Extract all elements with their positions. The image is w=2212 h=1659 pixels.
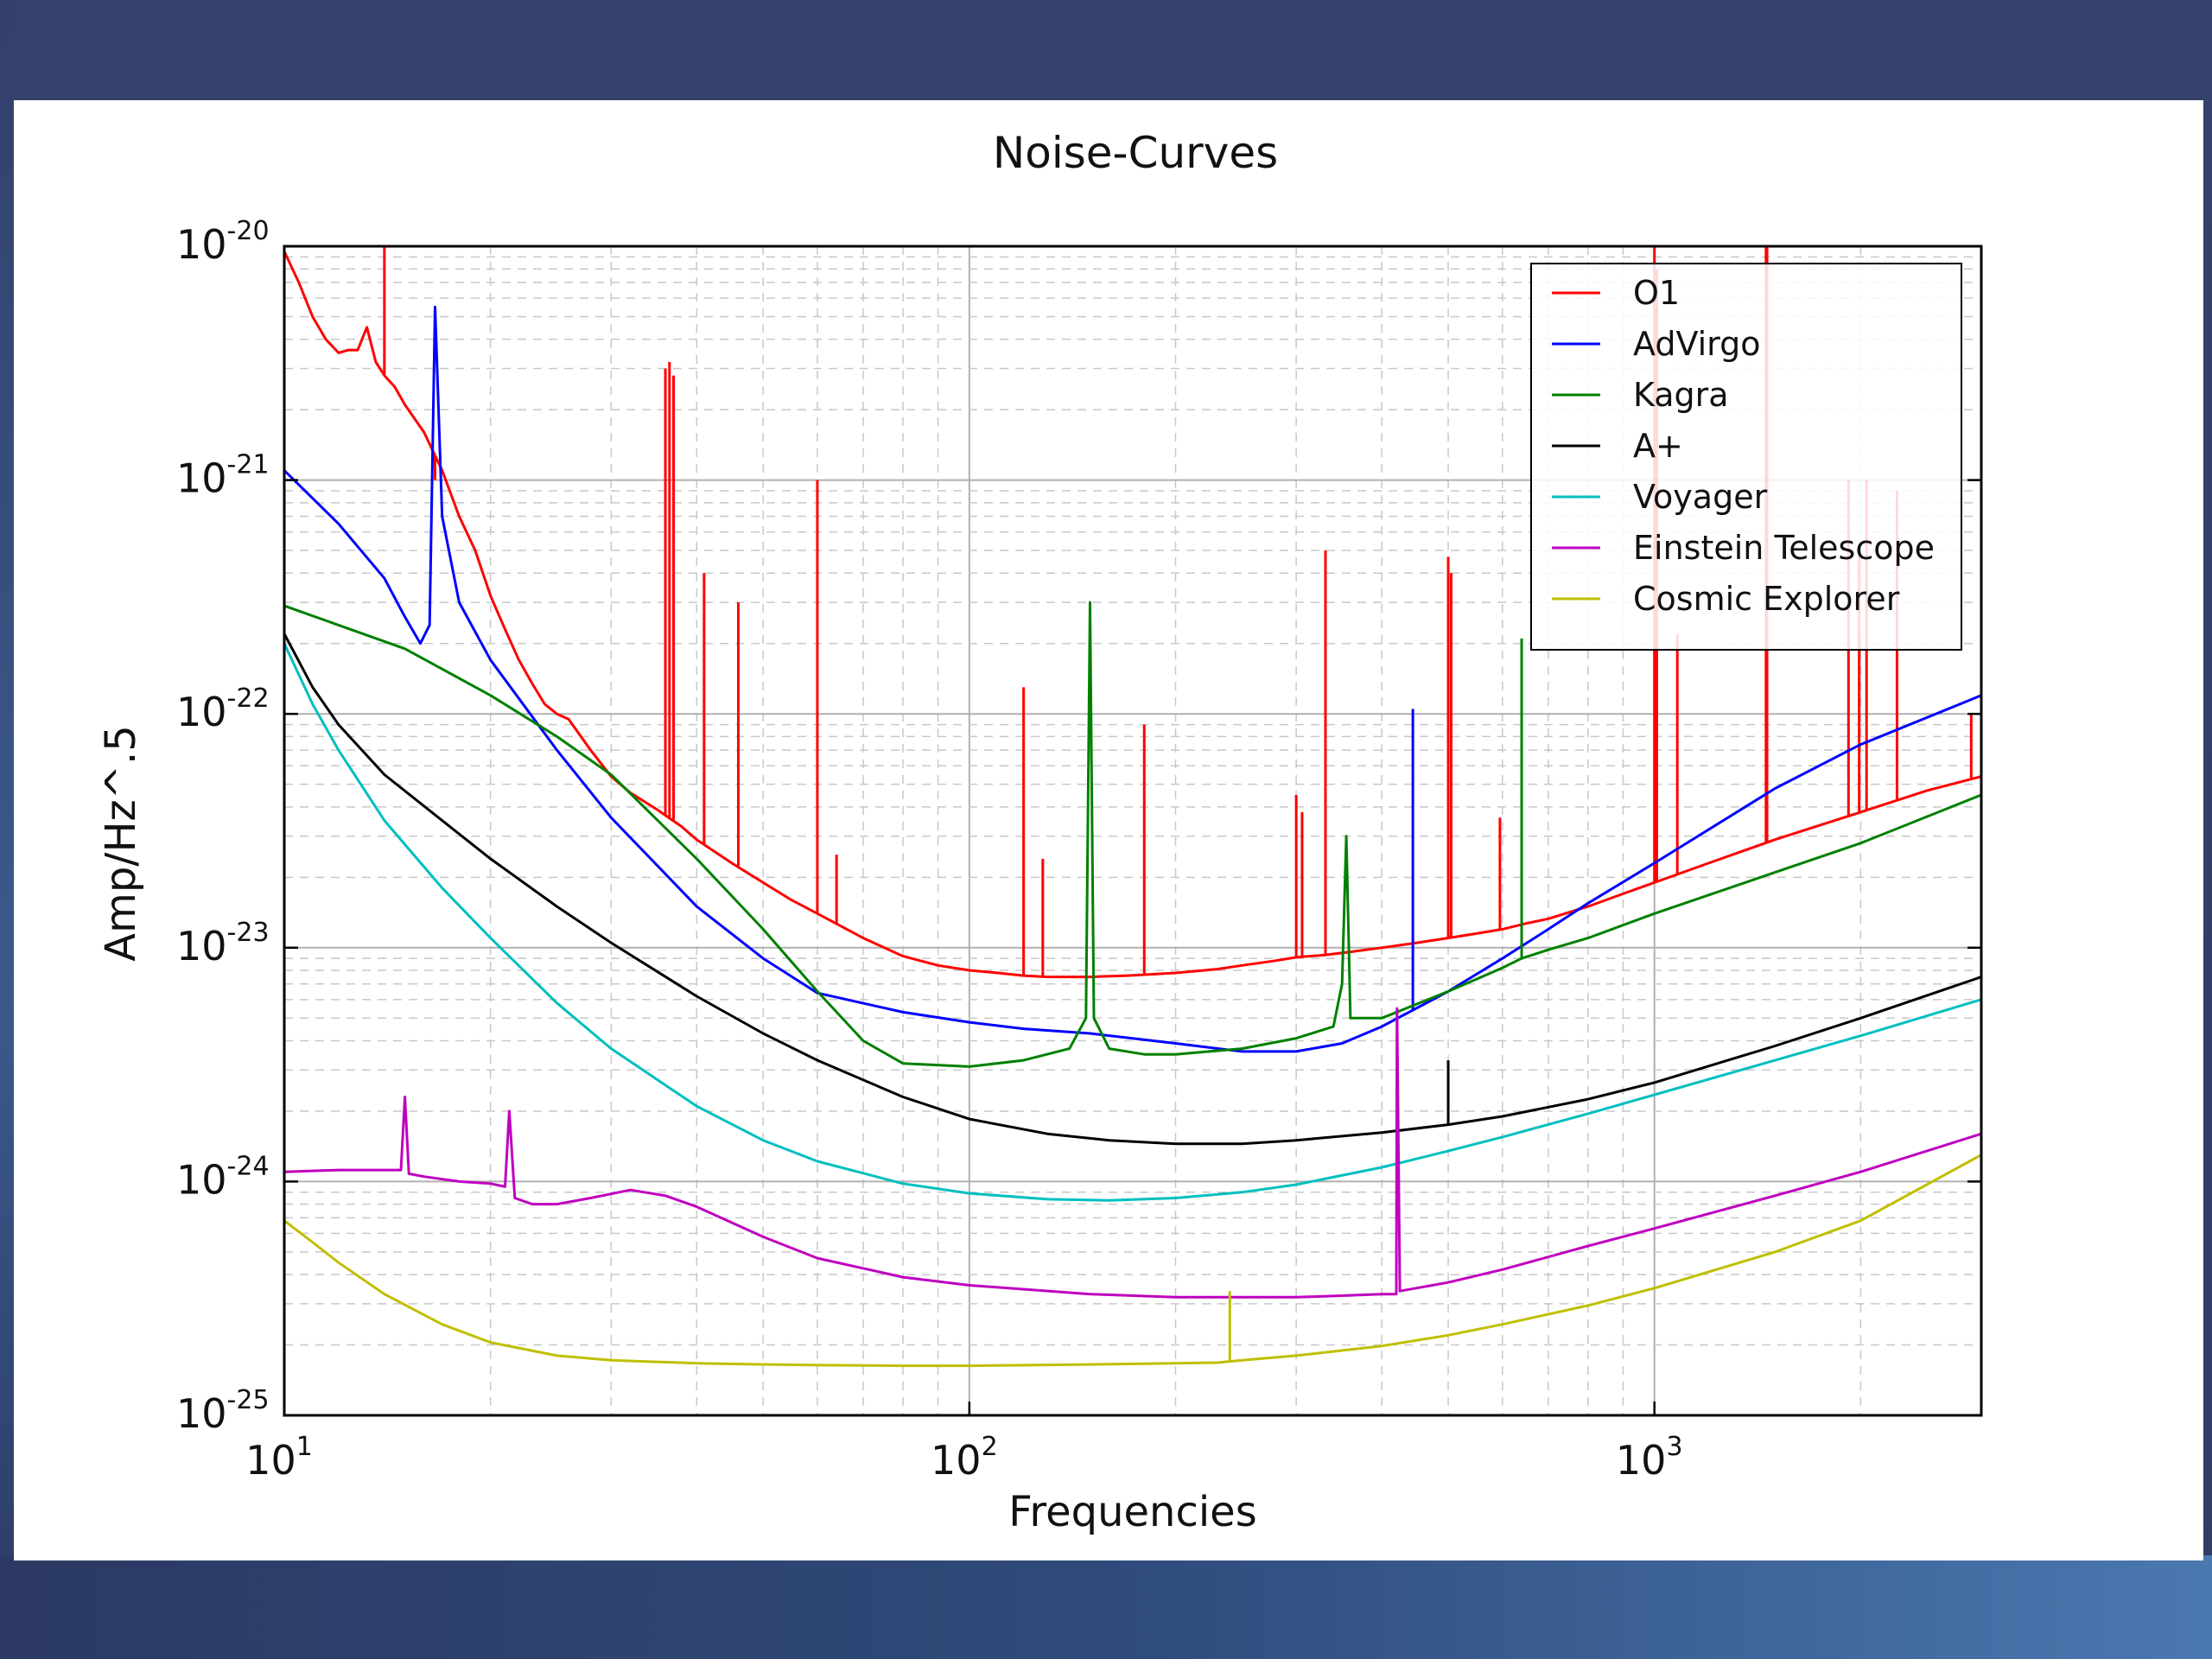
- slide-background-left: [0, 0, 14, 1659]
- y-tick-base: 10: [176, 689, 227, 735]
- y-tick-label: 10-20: [176, 216, 270, 268]
- y-tick-exponent: -22: [227, 683, 270, 714]
- x-tick-exponent: 1: [296, 1432, 313, 1462]
- series-line: [284, 1154, 1981, 1368]
- x-axis-label: Frequencies: [1008, 1488, 1256, 1536]
- series-line: [284, 305, 1981, 1053]
- y-tick-base: 10: [176, 455, 227, 502]
- x-tick-label: 101: [245, 1432, 313, 1484]
- legend-label: O1: [1633, 274, 1680, 312]
- legend-entry: Einstein Telescope: [1552, 529, 1935, 567]
- figure-canvas: Noise-Curves Frequencies Amp/Hz^.5 101 10…: [14, 100, 2203, 1560]
- y-tick-exponent: -21: [227, 450, 270, 480]
- y-tick-exponent: -20: [227, 216, 270, 246]
- series-line: [284, 632, 1981, 1146]
- slide-background-bottom: [0, 1555, 2212, 1659]
- legend-label: A+: [1633, 427, 1683, 465]
- series-einstein-telescope: [284, 1007, 1981, 1299]
- series-line: [284, 601, 1981, 1068]
- series-line: [284, 251, 1981, 979]
- series-line: [284, 1007, 1981, 1299]
- legend-entry: AdVirgo: [1552, 325, 1761, 363]
- legend-label: Einstein Telescope: [1633, 529, 1935, 567]
- series-kagra: [284, 601, 1981, 1068]
- x-tick-exponent: 2: [982, 1432, 998, 1462]
- noise-curves-chart: Noise-Curves Frequencies Amp/Hz^.5 101 10…: [97, 128, 1983, 1536]
- legend: O1 AdVirgo Kagra A+ Voyager Einstein Telescop…: [1530, 263, 1962, 651]
- y-tick-base: 10: [176, 221, 227, 268]
- y-tick-base: 10: [176, 923, 227, 969]
- legend-entry: O1: [1552, 274, 1680, 312]
- x-tick-base: 10: [1616, 1437, 1667, 1484]
- grid-lines: [283, 245, 1982, 1416]
- y-tick-exponent: -24: [227, 1151, 270, 1181]
- plot-frame: [283, 245, 1983, 1417]
- y-tick-label: 10-25: [176, 1385, 270, 1437]
- series-voyager: [284, 643, 1981, 1202]
- y-axis-label: Amp/Hz^.5: [97, 725, 145, 962]
- x-tick-exponent: 3: [1666, 1432, 1682, 1462]
- y-tick-label: 10-24: [176, 1151, 270, 1203]
- legend-entry: A+: [1552, 427, 1683, 465]
- legend-label: AdVirgo: [1633, 325, 1761, 363]
- legend-box: [1530, 263, 1962, 651]
- x-tick-base: 10: [931, 1437, 982, 1484]
- chart-title: Noise-Curves: [993, 128, 1278, 178]
- x-tick-label: 102: [931, 1432, 998, 1484]
- x-tick-base: 10: [245, 1437, 296, 1484]
- series-line: [284, 643, 1981, 1202]
- y-tick-label: 10-23: [176, 918, 270, 969]
- legend-label: Kagra: [1633, 376, 1729, 414]
- legend-label: Voyager: [1633, 478, 1768, 516]
- y-tick-base: 10: [176, 1156, 227, 1203]
- series-layer: [284, 246, 1981, 1368]
- x-tick-label: 103: [1616, 1432, 1683, 1484]
- y-tick-label: 10-22: [176, 683, 270, 735]
- legend-entry: Voyager: [1552, 478, 1768, 516]
- y-tick-exponent: -23: [227, 918, 270, 948]
- legend-entry: Kagra: [1552, 376, 1729, 414]
- legend-label: Cosmic Explorer: [1633, 580, 1900, 618]
- y-tick-exponent: -25: [227, 1385, 270, 1415]
- legend-entry: Cosmic Explorer: [1552, 580, 1900, 618]
- y-tick-base: 10: [176, 1390, 227, 1437]
- series-a-: [284, 632, 1981, 1146]
- y-tick-label: 10-21: [176, 450, 270, 502]
- series-advirgo: [284, 305, 1981, 1053]
- series-cosmic-explorer: [284, 1154, 1981, 1368]
